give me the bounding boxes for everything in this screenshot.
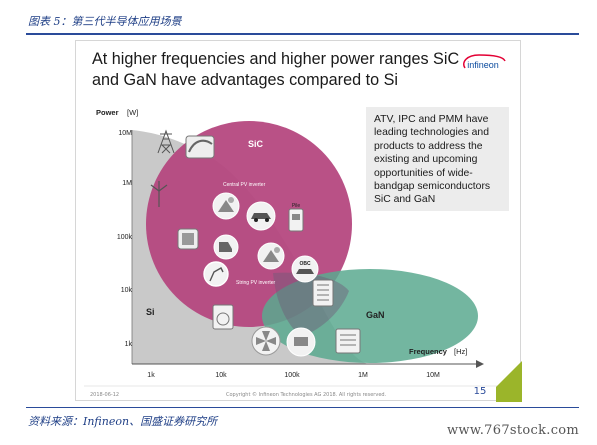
pc-power-icon xyxy=(286,327,316,357)
charging-pile-icon: Pile xyxy=(288,203,304,232)
page-number: 15 xyxy=(473,386,487,397)
x-axis-unit: [Hz] xyxy=(454,347,467,356)
forklift-icon xyxy=(213,234,239,260)
slide: Power [W] Frequency [Hz] 10M 1M 100k 10k… xyxy=(75,40,522,402)
onboard-charger-icon: OBC xyxy=(291,255,319,283)
chart-canvas: Power [W] Frequency [Hz] 10M 1M 100k 10k… xyxy=(84,108,522,402)
train-icon xyxy=(185,135,215,159)
x-tick-label: 1k xyxy=(147,372,155,379)
slide-title: At higher frequencies and higher power r… xyxy=(92,50,460,89)
robot-arm-icon xyxy=(203,261,229,287)
x-tick-label: 10k xyxy=(215,372,227,379)
sic-region-label: SiC xyxy=(248,139,264,149)
page-accent xyxy=(496,361,522,402)
x-axis-arrow xyxy=(476,360,484,368)
y-tick-label: 1k xyxy=(125,341,133,348)
industrial-drive-icon xyxy=(177,228,199,250)
svg-text:Pile: Pile xyxy=(292,203,301,209)
y-tick-label: 1M xyxy=(122,180,132,187)
source-note: 资料来源：Infineon、国盛证券研究所 xyxy=(28,415,218,428)
solar-panel-icon xyxy=(212,192,240,220)
x-tick-label: 10M xyxy=(426,372,440,379)
string-solar-icon xyxy=(257,242,285,270)
washing-machine-icon xyxy=(212,304,234,330)
footer-date: 2018-06-12 xyxy=(90,392,120,398)
footer-copyright: Copyright © Infineon Technologies AG 201… xyxy=(226,392,387,398)
svg-text:OBC: OBC xyxy=(299,261,311,267)
x-axis-label: Frequency xyxy=(409,347,448,356)
fan-icon xyxy=(251,326,281,356)
info-box: ATV, IPC and PMM have leading technologi… xyxy=(366,107,509,211)
y-axis-unit: [W] xyxy=(127,108,138,117)
figure-caption: 图表 5：第三代半导体应用场景 xyxy=(28,15,182,28)
y-tick-label: 10k xyxy=(121,287,133,294)
y-tick-label: 100k xyxy=(117,234,133,241)
y-tick-label: 10M xyxy=(118,130,132,137)
string-pv-label: String PV inverter xyxy=(236,280,276,286)
wind-turbine-icon xyxy=(150,181,168,207)
server-rack-icon xyxy=(312,279,334,307)
si-region-label: Si xyxy=(146,307,155,317)
watermark: www.767stock.com xyxy=(447,423,580,438)
x-tick-label: 100k xyxy=(284,372,300,379)
source-rule xyxy=(26,407,579,408)
telecom-rack-icon xyxy=(335,328,361,354)
y-axis-label: Power xyxy=(96,108,119,117)
infineon-logo: infineon xyxy=(463,54,506,70)
gan-region-label: GaN xyxy=(366,310,385,320)
svg-text:infineon: infineon xyxy=(467,60,499,70)
caption-rule xyxy=(26,33,579,35)
x-tick-label: 1M xyxy=(358,372,368,379)
car-icon xyxy=(246,201,276,231)
power-tower-icon xyxy=(157,129,175,154)
central-pv-label: Central PV inverter xyxy=(223,182,266,188)
